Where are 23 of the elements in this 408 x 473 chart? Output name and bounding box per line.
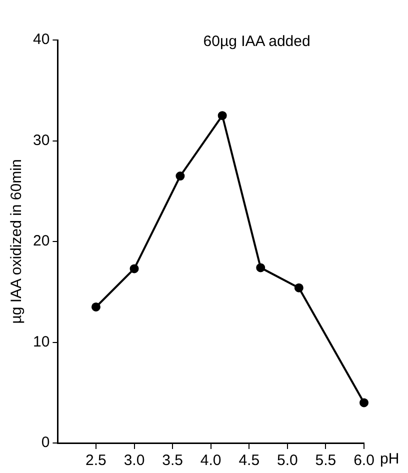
x-tick-label: 3.5 — [162, 452, 183, 470]
y-axis-title: µg IAA oxidized in 60min — [8, 159, 26, 324]
x-tick-label: 5.5 — [315, 452, 336, 470]
y-tick-label: 40 — [32, 31, 50, 48]
point — [360, 398, 368, 408]
x-tick-label: 5.0 — [276, 452, 298, 470]
point — [176, 172, 185, 181]
x-tick-label: 4.0 — [200, 452, 222, 470]
y-tick-label: 20 — [32, 232, 50, 250]
x-axis-title: pH — [380, 450, 400, 468]
annotation: 60µg IAA added — [203, 33, 310, 50]
point — [218, 111, 227, 120]
x-tick-label: 6.0 — [354, 452, 374, 470]
x-tick-label: 3.0 — [124, 452, 145, 470]
point — [130, 264, 139, 274]
point — [294, 283, 304, 292]
y-tick-label: 10 — [32, 333, 50, 350]
point — [91, 302, 100, 312]
x-tick-label: 2.5 — [86, 452, 106, 470]
point — [256, 263, 266, 272]
y-tick-label: 0 — [41, 434, 50, 452]
y-tick-label: 30 — [32, 132, 50, 149]
x-tick-label: 4.5 — [238, 452, 260, 470]
